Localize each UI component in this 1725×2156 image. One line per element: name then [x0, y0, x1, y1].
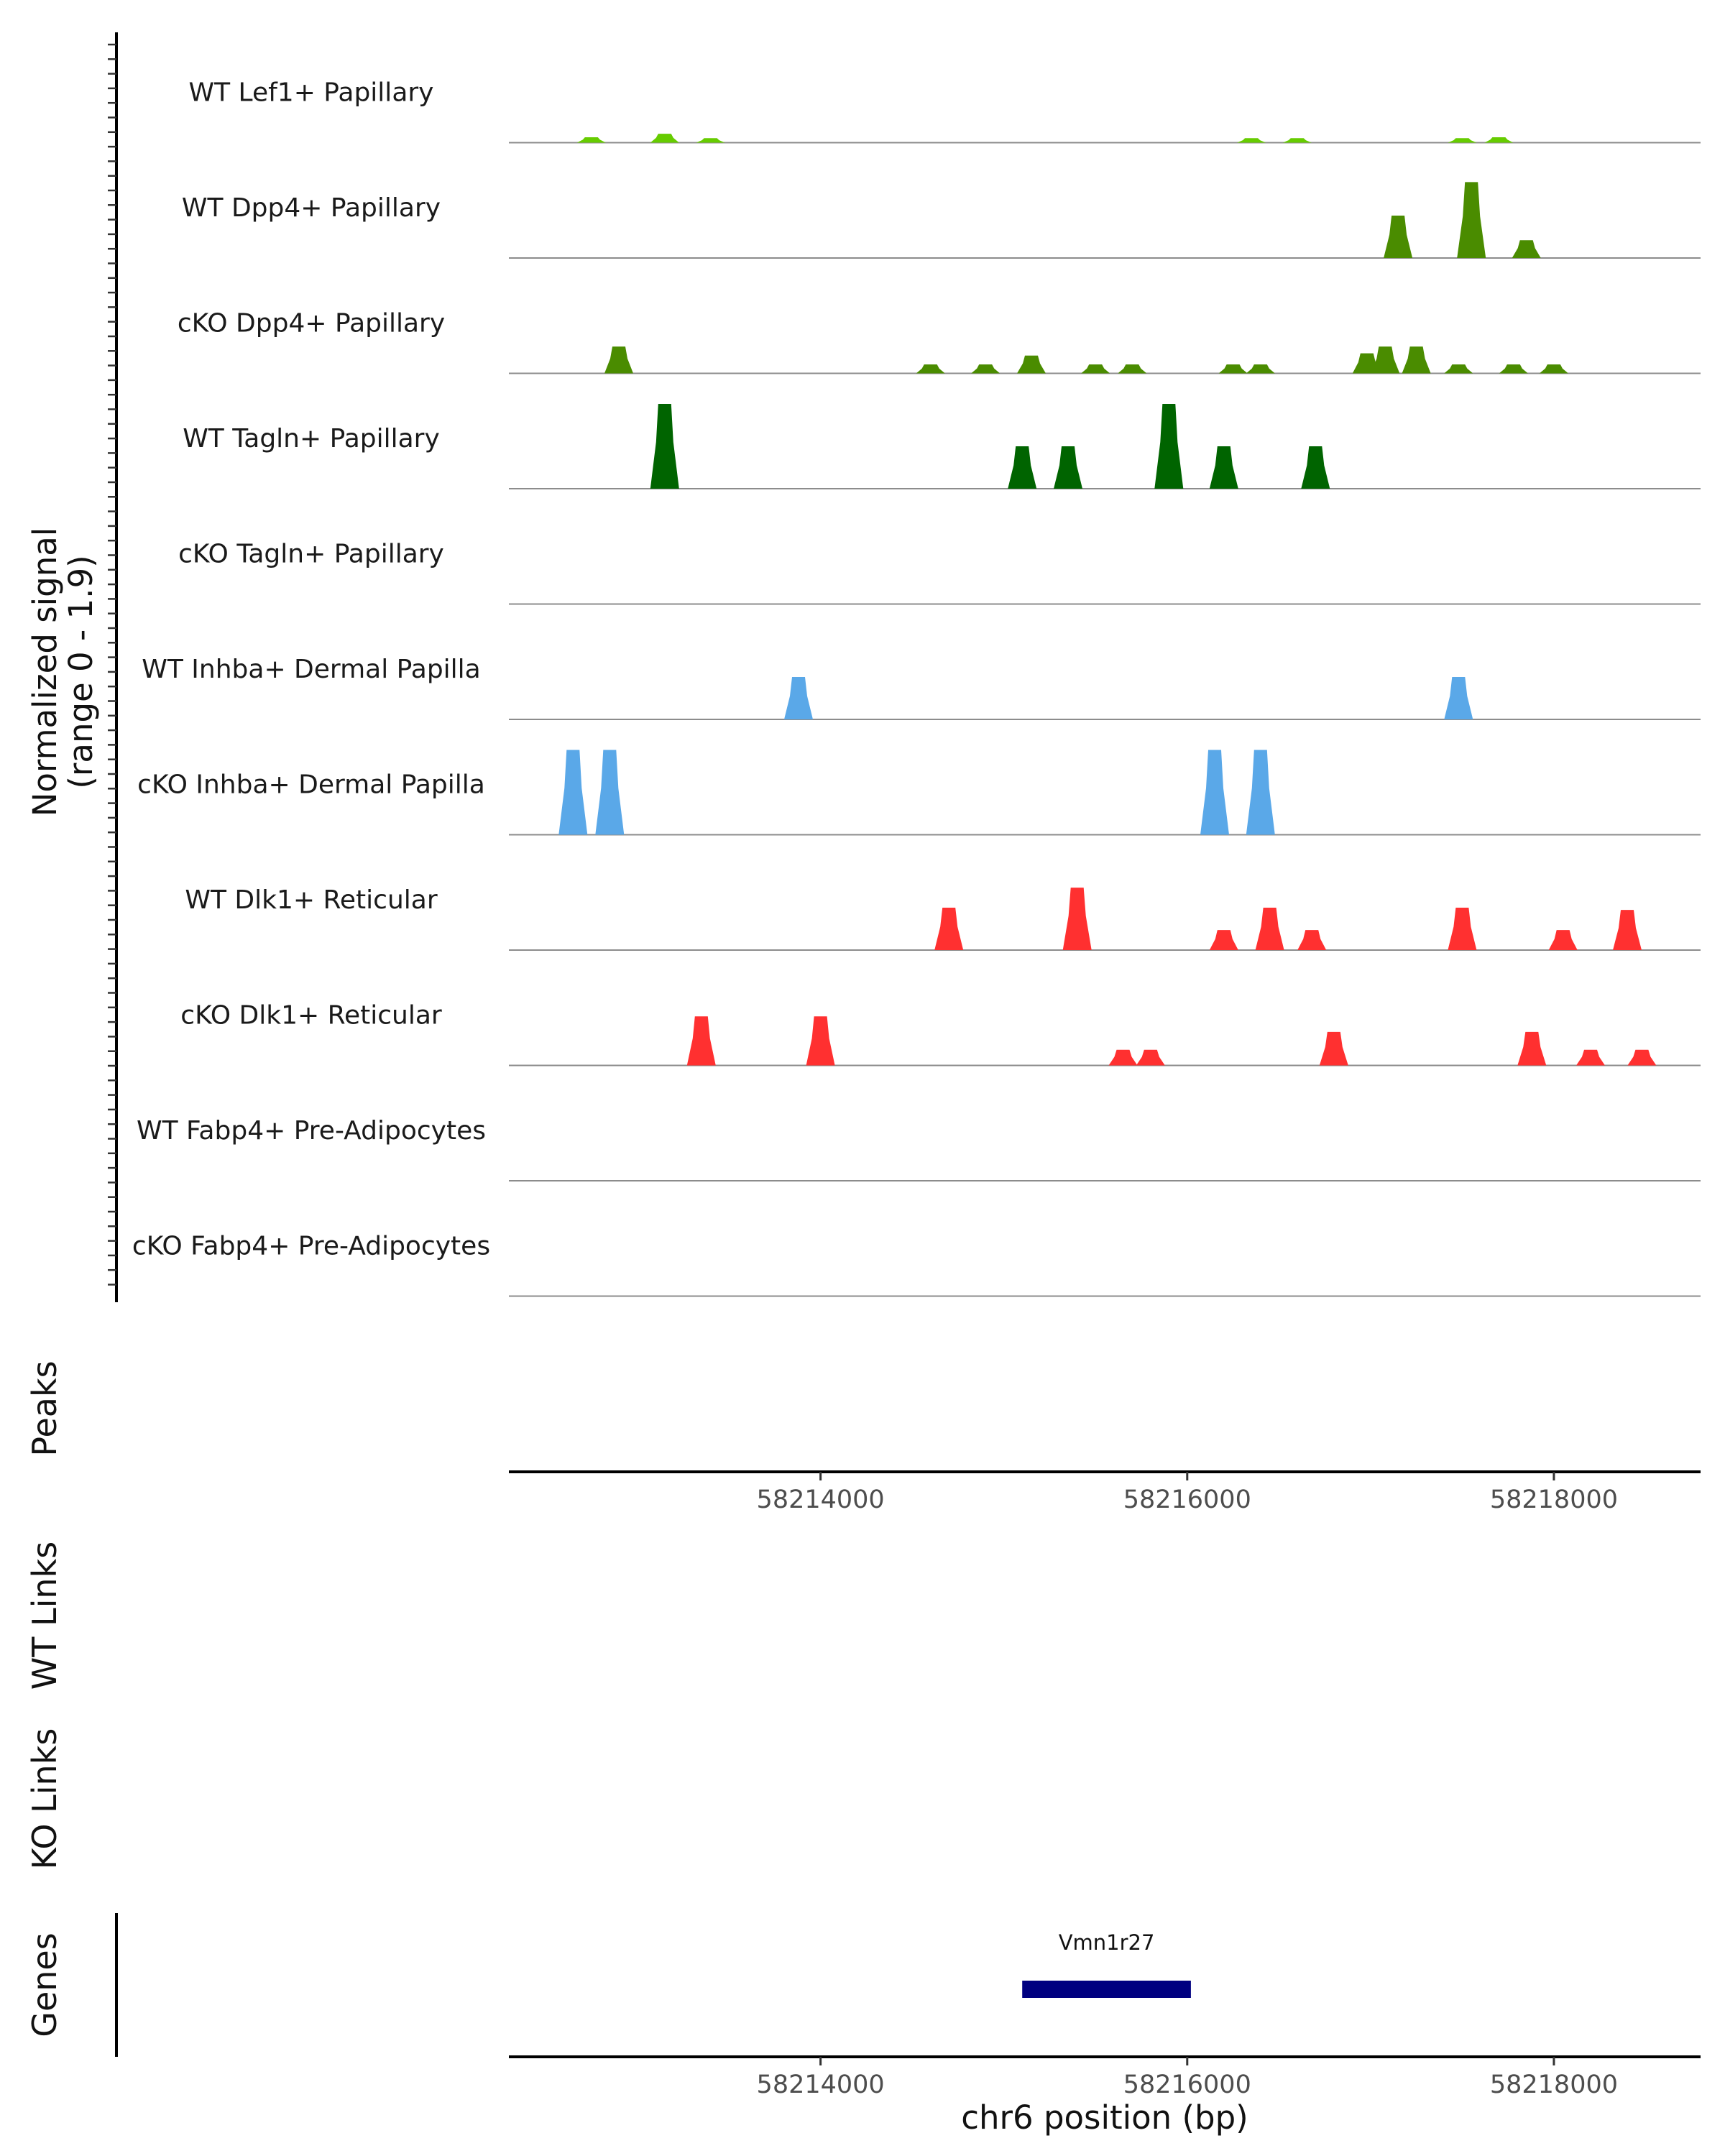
signal-peak — [1539, 364, 1568, 374]
signal-peak — [595, 750, 625, 835]
track-label: cKO Dpp4+ Papillary — [178, 309, 445, 338]
gene-annotations: Vmn1r27 — [1022, 1930, 1191, 1998]
signal-peak — [1613, 910, 1642, 950]
signal-peak — [604, 346, 633, 374]
x-tick-label: 58218000 — [1490, 2070, 1618, 2099]
signal-peak — [1319, 1031, 1348, 1066]
signal-peak — [971, 364, 1000, 374]
signal-peak — [1118, 364, 1147, 374]
track-label: WT Inhba+ Dermal Papilla — [142, 655, 480, 684]
track-label: WT Lef1+ Papillary — [189, 78, 434, 108]
track-label: cKO Fabp4+ Pre-Adipocytes — [132, 1232, 490, 1261]
signal-peak — [1237, 138, 1266, 143]
signal-peak — [1017, 355, 1046, 374]
gene-label: Vmn1r27 — [1059, 1930, 1155, 1955]
peaks-panel-title: Peaks — [25, 1360, 64, 1456]
signal-peak — [1444, 677, 1473, 719]
signal-peak — [1136, 1049, 1165, 1066]
track-label: WT Dpp4+ Papillary — [182, 193, 441, 223]
y-axis-title-line2: (range 0 - 1.9) — [62, 555, 100, 788]
signal-peak — [1548, 930, 1578, 950]
x-axis-title: chr6 position (bp) — [961, 2099, 1248, 2137]
signal-peak — [1054, 446, 1082, 489]
signal-peak — [1301, 446, 1330, 489]
signal-peak — [558, 750, 588, 835]
signal-peak — [1512, 240, 1541, 258]
signal-peak — [1062, 888, 1092, 950]
signal-peak — [1209, 930, 1238, 950]
track-label: cKO Tagln+ Papillary — [178, 540, 444, 569]
x-axis-bottom: 58214000 58216000 58218000 — [757, 2057, 1618, 2099]
signal-peak — [934, 908, 964, 950]
x-axis-top: 58214000 58216000 58218000 — [757, 1472, 1618, 1514]
genes-panel-title: Genes — [25, 1932, 64, 2037]
signal-peak — [1154, 404, 1184, 489]
signal-peak — [1499, 364, 1528, 374]
signal-peak — [916, 364, 945, 374]
gene-body — [1022, 1981, 1191, 1998]
signal-peak — [650, 404, 679, 489]
signal-peak — [1297, 930, 1327, 950]
signal-peak — [1371, 346, 1400, 374]
signal-peak — [1008, 446, 1037, 489]
signal-peak — [576, 137, 606, 143]
signal-peak — [784, 677, 813, 719]
signal-peak — [1200, 750, 1229, 835]
y-axis-title-line1: Normalized signal — [26, 528, 64, 817]
signal-peak — [1576, 1049, 1605, 1066]
signal-peak — [1484, 137, 1514, 143]
signal-peak — [1246, 750, 1275, 835]
signal-peak — [1517, 1031, 1547, 1066]
signal-peak — [1448, 138, 1477, 143]
signal-tracks: WT Lef1+ Papillary WT Dpp4+ Papillary cKO … — [132, 78, 1701, 1297]
signal-peak — [686, 1016, 716, 1066]
signal-peak — [650, 134, 679, 143]
ko-links-panel-title: KO Links — [25, 1728, 64, 1870]
track-label: cKO Inhba+ Dermal Papilla — [137, 770, 485, 800]
signal-peak — [1255, 908, 1284, 950]
signal-peak — [696, 138, 725, 143]
x-tick-label: 58214000 — [757, 2070, 885, 2099]
track-label: WT Fabp4+ Pre-Adipocytes — [137, 1116, 486, 1146]
signal-peak — [1384, 216, 1413, 258]
x-tick-label: 58216000 — [1123, 1485, 1251, 1514]
track-label: WT Tagln+ Papillary — [183, 424, 440, 453]
x-tick-label: 58214000 — [757, 1485, 885, 1514]
x-tick-label: 58218000 — [1490, 1485, 1618, 1514]
signal-peak — [1627, 1049, 1657, 1066]
track-label: cKO Dlk1+ Reticular — [180, 1001, 442, 1031]
signal-peak — [1081, 364, 1110, 374]
signal-peak — [1457, 182, 1486, 258]
signal-peak — [806, 1016, 835, 1066]
signal-peak — [1218, 364, 1248, 374]
signal-peak — [1209, 446, 1238, 489]
y-axis-ticks — [108, 43, 116, 1286]
signal-peak — [1402, 346, 1431, 374]
wt-links-panel-title: WT Links — [25, 1542, 64, 1690]
signal-peak — [1108, 1049, 1138, 1066]
signal-peak — [1444, 364, 1473, 374]
signal-peak — [1448, 908, 1477, 950]
signal-peak — [1246, 364, 1275, 374]
track-label: WT Dlk1+ Reticular — [185, 885, 437, 915]
signal-peak — [1282, 138, 1312, 143]
x-tick-label: 58216000 — [1123, 2070, 1251, 2099]
